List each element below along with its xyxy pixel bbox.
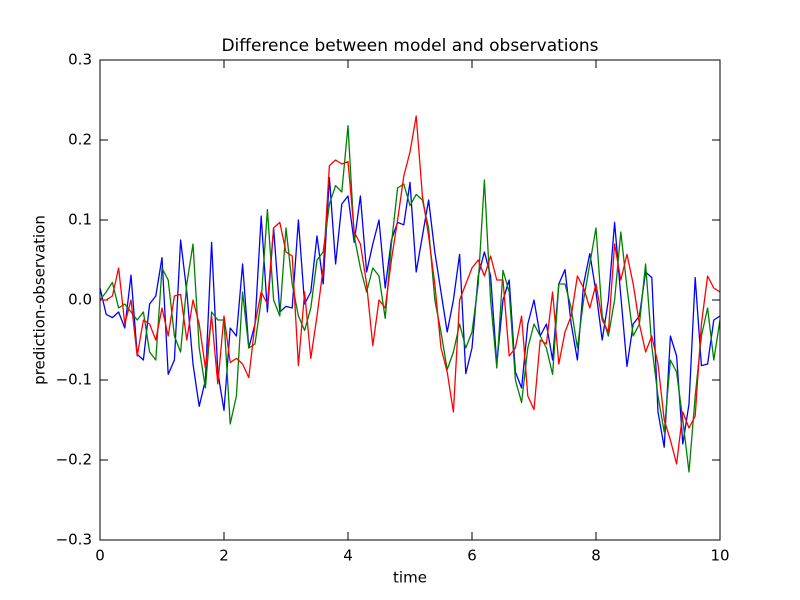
x-axis-label: time (393, 569, 427, 587)
y-tick-label: 0.3 (68, 51, 92, 69)
x-tick-label: 2 (219, 547, 229, 565)
y-axis-label: prediction-observation (31, 215, 49, 385)
x-tick-label: 0 (95, 547, 105, 565)
data-line (100, 124, 720, 473)
y-tick-label: −0.2 (56, 451, 92, 469)
x-tick-label: 6 (467, 547, 477, 565)
x-tick-label: 4 (343, 547, 353, 565)
y-tick-label: −0.1 (56, 371, 92, 389)
y-tick-label: 0.0 (68, 291, 92, 309)
data-line (100, 176, 720, 448)
chart-title: Difference between model and observation… (221, 36, 598, 56)
y-tick-label: 0.2 (68, 131, 92, 149)
data-line (100, 115, 720, 465)
y-tick-label: −0.3 (56, 531, 92, 549)
y-tick-label: 0.1 (68, 211, 92, 229)
plot-frame (99, 59, 721, 541)
x-tick-label: 8 (591, 547, 601, 565)
x-tick-label: 10 (710, 547, 729, 565)
